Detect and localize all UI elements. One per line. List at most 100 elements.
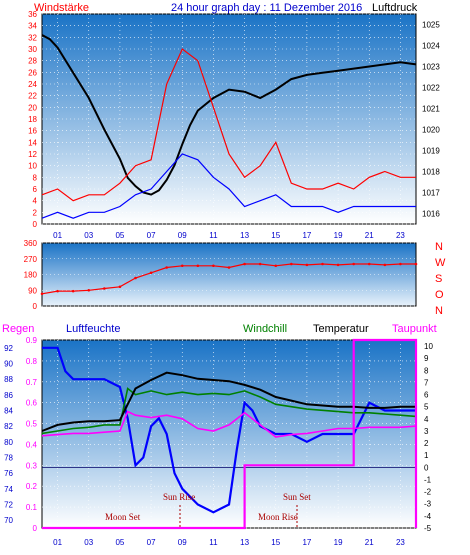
sun-set-label: Sun Set <box>283 492 311 502</box>
humidity-tick: 84 <box>4 407 13 416</box>
wind-direction-point <box>196 264 200 268</box>
time-tick: 19 <box>334 231 343 240</box>
time-tick: 19 <box>334 538 343 547</box>
wind-speed-tick: 30 <box>28 45 37 54</box>
time-tick: 05 <box>115 231 124 240</box>
dewpoint-line <box>41 410 417 438</box>
rain-line <box>42 338 418 530</box>
humidity-line <box>42 346 416 514</box>
compass-n-top: N <box>435 241 443 253</box>
temperature-tick: 1 <box>424 451 429 460</box>
wind-direction-point <box>321 262 324 266</box>
humidity-tick: 92 <box>4 344 13 353</box>
wind-direction-point <box>118 285 122 289</box>
time-tick: 17 <box>302 231 311 240</box>
wind-direction-point <box>71 289 75 293</box>
rain-tick: 0.7 <box>26 378 38 387</box>
temperature-tick: 7 <box>424 378 429 387</box>
wind-direction-point <box>212 264 215 268</box>
wind-direction-point <box>180 264 184 268</box>
chart-title: 24 hour graph day : 11 Dezember 2016 <box>171 2 362 14</box>
wind-speed-tick: 34 <box>28 22 37 31</box>
humidity-tick: 76 <box>4 469 13 478</box>
compass-o: O <box>435 289 444 301</box>
humidity-tick: 72 <box>4 501 13 510</box>
pressure-tick: 1024 <box>422 42 440 51</box>
pressure-tick: 1025 <box>422 21 440 30</box>
wind-speed-tick: 26 <box>28 68 37 77</box>
humidity-axis: 70 72 74 76 78 80 82 84 86 88 90 92 <box>4 344 13 525</box>
wind-direction-tick: 0 <box>33 302 38 311</box>
pressure-tick: 1022 <box>422 84 440 93</box>
temperature-tick: 4 <box>424 415 429 424</box>
wind-direction-point <box>305 263 309 267</box>
temperature-tick: -2 <box>424 488 432 497</box>
windchill-line <box>41 387 417 435</box>
wind-speed-tick: 36 <box>28 10 37 19</box>
wind-speed-tick: 12 <box>28 150 37 159</box>
time-tick: 21 <box>365 538 374 547</box>
temperature-tick: 2 <box>424 439 429 448</box>
time-tick: 03 <box>84 538 93 547</box>
rain-tick: 0 <box>33 524 38 533</box>
wind-direction-point <box>399 262 402 266</box>
humidity-tick: 70 <box>4 516 13 525</box>
pressure-tick: 1016 <box>422 210 440 219</box>
time-tick: 05 <box>115 538 124 547</box>
wind-direction-point <box>336 263 340 267</box>
humidity-tick: 82 <box>4 422 13 431</box>
pressure-tick: 1020 <box>422 126 440 135</box>
humidity-tick: 86 <box>4 391 13 400</box>
wind-speed-tick: 4 <box>33 197 38 206</box>
wind-direction-series <box>40 262 418 296</box>
sun-rise-label: Sun Rise <box>163 492 195 502</box>
humidity-tick: 78 <box>4 454 13 463</box>
pressure-tick: 1023 <box>422 63 440 72</box>
astro-annotations: Sun Rise Sun Set Moon Set Moon Rise <box>105 492 311 527</box>
pressure-tick: 1021 <box>422 105 440 114</box>
rain-tick: 0.4 <box>26 440 38 449</box>
time-tick: 01 <box>53 538 62 547</box>
humidity-temp-series <box>41 338 418 530</box>
wind-speed-tick: 0 <box>33 220 38 229</box>
humidity-label: Luftfeuchte <box>66 323 120 335</box>
temperature-tick: -3 <box>424 500 432 509</box>
rain-tick: 0.8 <box>26 357 38 366</box>
wind-direction-point <box>274 264 278 268</box>
temperature-tick: -1 <box>424 475 432 484</box>
wind-speed-tick: 6 <box>33 185 38 194</box>
humidity-tick: 80 <box>4 438 13 447</box>
time-tick: 13 <box>240 231 249 240</box>
wind-direction-point <box>352 262 355 266</box>
time-tick: 07 <box>147 231 156 240</box>
left-axis-label: Windstärke <box>34 2 89 14</box>
compass-w: W <box>435 257 446 269</box>
wind-direction-point <box>165 266 168 269</box>
windchill-label: Windchill <box>243 323 287 335</box>
compass-labels: N W S O N <box>435 241 446 317</box>
compass-n-bottom: N <box>435 305 443 317</box>
time-tick: 03 <box>84 231 93 240</box>
rain-tick: 0.6 <box>26 399 38 408</box>
wind-direction-point <box>414 262 418 266</box>
wind-speed-tick: 16 <box>28 127 37 136</box>
moon-set-label: Moon Set <box>105 512 141 522</box>
time-tick: 11 <box>209 231 218 240</box>
rain-tick: 0.2 <box>26 482 38 491</box>
wind-speed-tick: 32 <box>28 33 37 42</box>
temperature-tick: 0 <box>424 463 429 472</box>
pressure-line <box>41 34 417 196</box>
wind-direction-point <box>290 262 293 266</box>
wind-direction-point <box>87 288 91 292</box>
wind-pressure-grid <box>42 13 416 225</box>
time-tick: 17 <box>302 538 311 547</box>
rain-tick: 0.3 <box>26 461 38 470</box>
moon-rise-label: Moon Rise <box>258 512 298 522</box>
rain-label: Regen <box>2 323 34 335</box>
temperature-tick: -4 <box>424 512 432 521</box>
wind-speed-tick: 10 <box>28 162 37 171</box>
temperature-tick: 6 <box>424 391 429 400</box>
time-tick: 21 <box>365 231 374 240</box>
